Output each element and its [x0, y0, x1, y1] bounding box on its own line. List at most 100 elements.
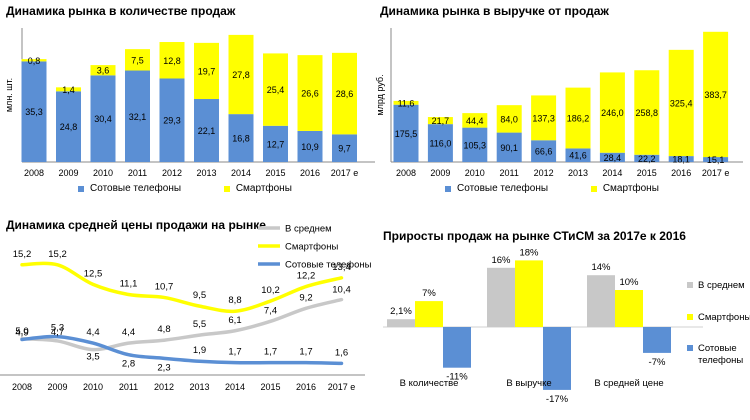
data-label: 7,5 — [131, 55, 144, 65]
data-label: 22,1 — [198, 126, 216, 136]
data-label: 186,2 — [567, 114, 590, 124]
data-label: 1,9 — [193, 345, 206, 356]
data-label: 2,8 — [122, 359, 135, 370]
data-label: 5,3 — [51, 323, 64, 334]
chart-title: Динамика рынка в количестве продаж — [6, 4, 236, 18]
x-tick-label: 2013 — [196, 168, 216, 178]
bar-phones — [125, 70, 150, 162]
data-label: 105,3 — [464, 140, 487, 150]
legend-label: Смартфоны — [235, 183, 292, 194]
data-label: 15,2 — [13, 249, 32, 260]
data-label: 10,9 — [301, 142, 319, 152]
bar-phones — [56, 91, 81, 162]
bar-phones — [297, 130, 323, 162]
legend-swatch-blue — [78, 185, 84, 192]
data-label: 15,2 — [48, 249, 67, 260]
x-tick-label: 2008 — [12, 382, 32, 392]
legend-label: Сотовые телефоны — [285, 260, 372, 271]
y-axis-label: млрд руб. — [375, 74, 385, 115]
bar-smartphones — [228, 34, 254, 115]
data-label: 4,9 — [15, 327, 28, 338]
x-tick-label: 2017 е — [702, 168, 730, 178]
legend-label: Смартфоны — [698, 312, 750, 323]
data-label: 18% — [519, 247, 539, 258]
x-tick-label: 2015 — [637, 168, 657, 178]
growth-bar — [487, 267, 515, 327]
data-label: 18,1 — [672, 155, 690, 165]
bar-smartphones — [332, 52, 357, 135]
data-label: 25,4 — [267, 85, 285, 95]
x-tick-label: 2014 — [231, 168, 251, 178]
data-label: 12,8 — [163, 56, 181, 66]
data-label: 4,8 — [157, 324, 170, 335]
bar-phones — [263, 125, 288, 162]
data-label: 90,1 — [500, 143, 518, 153]
bar-smartphones — [194, 42, 219, 100]
legend-item: Сотовые телефоны — [78, 183, 181, 194]
data-label: 10,2 — [261, 285, 280, 296]
legend: Сотовые телефоны Смартфоны — [445, 183, 699, 195]
x-tick-label: 2015 — [260, 382, 280, 392]
data-label: 2,1% — [390, 306, 412, 317]
bar-smartphones — [159, 42, 185, 79]
x-tick-label: 2012 — [534, 168, 554, 178]
data-label: 6,1 — [228, 315, 241, 326]
data-label: 4,4 — [86, 327, 99, 338]
legend-item: Смартфоны — [223, 183, 292, 194]
chart-sales-revenue: Динамика рынка в выручке от продаж млрд … — [375, 0, 750, 210]
x-category-label: В средней цене — [594, 378, 663, 389]
data-label: 5,0 — [15, 326, 28, 337]
data-label: 22,2 — [638, 154, 656, 164]
bar-phones — [427, 124, 453, 162]
data-label: 4,7 — [51, 327, 64, 338]
bar-smartphones — [462, 113, 488, 128]
data-label: 11,1 — [120, 279, 138, 290]
data-label: 44,4 — [466, 116, 484, 126]
legend-swatch-yellow — [223, 185, 230, 192]
data-label: 325,4 — [670, 98, 693, 108]
growth-bar — [643, 327, 671, 353]
x-tick-label: 2008 — [24, 168, 44, 178]
data-label: 19,7 — [198, 66, 216, 76]
data-label: 84,0 — [500, 114, 518, 124]
x-tick-label: 2009 — [47, 382, 67, 392]
legend-swatch-blue — [445, 185, 451, 192]
x-tick-label: 2017 е — [328, 382, 356, 392]
data-label: 21,7 — [432, 116, 450, 126]
bar-phones — [599, 152, 625, 162]
bar-smartphones — [531, 95, 557, 141]
data-label: 137,3 — [532, 113, 555, 123]
legend-swatch-yellow — [590, 185, 597, 192]
x-category-label: В количестве — [400, 378, 459, 389]
data-label: 15,1 — [707, 155, 725, 165]
data-label: 1,6 — [335, 347, 348, 358]
bar-phones — [462, 127, 488, 162]
data-label: 0,8 — [28, 56, 41, 66]
bar-phones — [90, 75, 116, 162]
x-tick-label: 2008 — [396, 168, 416, 178]
growth-bar — [587, 275, 615, 327]
legend-label: Смартфоны — [285, 242, 338, 253]
legend-swatch — [687, 282, 693, 288]
chart-avg-price: Динамика средней цены продажи на рынке 2… — [0, 210, 375, 420]
data-label: 1,7 — [264, 347, 277, 358]
revenue-chart-svg: млрд руб. 175,5 11,6 2008 116,0 21,7 2009 105,3… — [375, 28, 743, 178]
data-label: 16% — [491, 255, 511, 266]
chart-growth-2017: Приросты продаж на рынке СТиСМ за 2017е … — [375, 210, 750, 420]
data-label: 3,6 — [97, 66, 110, 76]
y-axis-label: млн. шт. — [4, 78, 14, 112]
x-tick-label: 2016 — [671, 168, 691, 178]
bar-smartphones — [393, 100, 419, 105]
data-label: 27,8 — [232, 70, 250, 80]
x-tick-label: 2015 — [265, 168, 285, 178]
data-label: 12,5 — [84, 268, 103, 279]
x-tick-label: 2011 — [119, 382, 138, 392]
x-tick-label: 2017 е — [331, 168, 359, 178]
bar-phones — [332, 134, 357, 162]
bar-phones — [565, 148, 591, 162]
data-label: 3,5 — [86, 352, 99, 363]
data-label: 32,1 — [129, 112, 147, 122]
growth-bar — [543, 327, 571, 390]
growth-bar — [443, 327, 471, 368]
data-label: 1,7 — [299, 347, 312, 358]
